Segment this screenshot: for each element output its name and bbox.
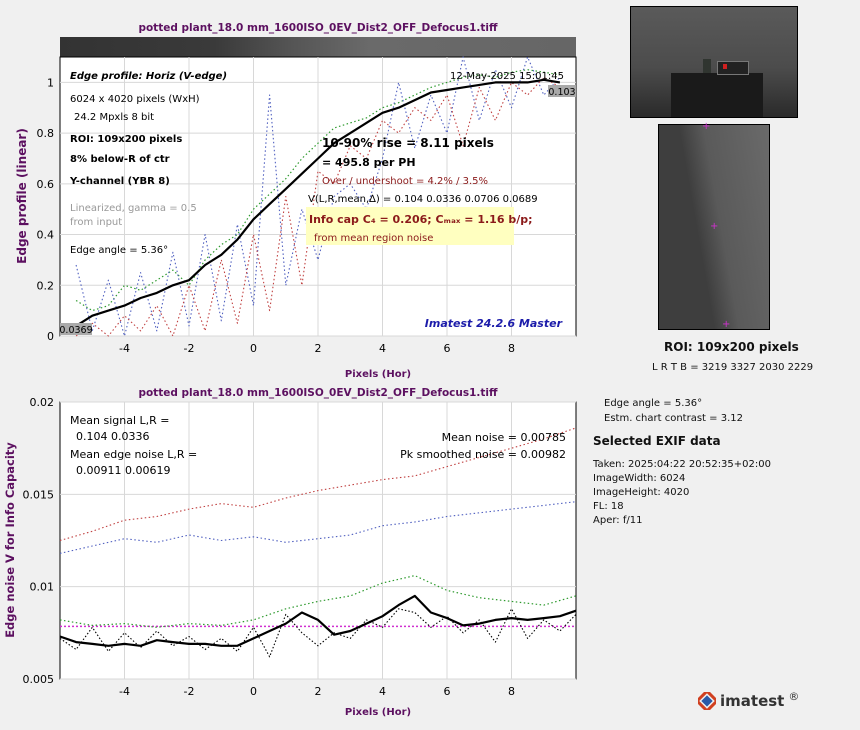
roi-title: ROI: 109x200 pixels bbox=[664, 340, 799, 354]
timestamp-label: 12-May-2025 15:01:45 bbox=[450, 71, 564, 82]
edge-image-strip bbox=[60, 37, 576, 57]
top-y-tick-label: 0.6 bbox=[37, 178, 55, 191]
mean-edge-noise-label: Mean edge noise L,R = bbox=[70, 448, 197, 461]
imatest-logo-text: imatest bbox=[720, 692, 785, 710]
vlr-label: V(L,R,mean,∆) = 0.104 0.0336 0.0706 0.06… bbox=[308, 194, 538, 205]
bottom-x-tick-label: 0 bbox=[250, 685, 257, 698]
top-series-dotted-blue bbox=[75, 56, 561, 337]
top-series-solid-black bbox=[75, 78, 561, 327]
info-capacity-sub: from mean region noise bbox=[314, 233, 433, 244]
thumbnail-chart bbox=[717, 61, 749, 75]
thumbnail-table bbox=[671, 73, 763, 117]
bottom-y-tick-label: 0.015 bbox=[23, 488, 55, 501]
registered-mark: ® bbox=[788, 689, 800, 703]
bottom-series-solid-black bbox=[59, 594, 577, 647]
top-x-tick-label: -2 bbox=[184, 342, 195, 355]
bottom-series-dotted-red bbox=[59, 427, 577, 542]
linearized-label: Linearized, gamma = 0.5 bbox=[70, 203, 197, 214]
high-value-label: 0.103 bbox=[548, 87, 575, 98]
bottom-x-tick-label: 4 bbox=[379, 685, 386, 698]
exif-width: ImageWidth: 6024 bbox=[593, 473, 686, 484]
top-series-dotted-red bbox=[75, 76, 561, 337]
exif-fl: FL: 18 bbox=[593, 501, 624, 512]
bottom-series-dotted-black bbox=[59, 608, 577, 658]
exif-list: Taken: 2025:04:22 20:52:35+02:00 ImageWi… bbox=[593, 458, 771, 528]
top-y-tick-label: 0 bbox=[47, 330, 54, 343]
exif-taken: Taken: 2025:04:22 20:52:35+02:00 bbox=[593, 459, 771, 470]
roi-marker-top: + bbox=[702, 121, 711, 132]
dims-label: 6024 x 4020 pixels (WxH) bbox=[70, 94, 200, 105]
top-y-tick-label: 0.8 bbox=[37, 127, 55, 140]
low-value-box bbox=[60, 323, 92, 335]
top-y-tick-label: 0.2 bbox=[37, 279, 55, 292]
top-x-tick-label: -4 bbox=[119, 342, 130, 355]
imatest-logo-icon bbox=[698, 692, 716, 710]
bottom-series-dotted-blue bbox=[59, 501, 577, 554]
bottom-y-tick-label: 0.005 bbox=[23, 673, 55, 686]
edge-angle: Edge angle = 5.36° bbox=[604, 398, 703, 409]
high-value-box bbox=[548, 85, 576, 97]
roi-coords: L R T B = 3219 3327 2030 2229 bbox=[652, 362, 814, 373]
edge-profile-label: Edge profile: Horiz (V-edge) bbox=[70, 71, 227, 82]
roi-label: ROI: 109x200 pixels bbox=[70, 134, 182, 145]
imatest-logo: imatest ® bbox=[698, 689, 800, 710]
x-axis-label: Pixels (Hor) bbox=[345, 369, 411, 380]
x-axis-label: Pixels (Hor) bbox=[345, 707, 411, 718]
mean-edge-noise-values: 0.00911 0.00619 bbox=[76, 464, 170, 477]
bottom-x-tick-label: 8 bbox=[508, 685, 515, 698]
top-x-tick-label: 2 bbox=[315, 342, 322, 355]
thumbnail-image bbox=[630, 6, 798, 118]
roi-image: + + + bbox=[658, 121, 770, 330]
low-value-label: 0.0369 bbox=[59, 325, 92, 336]
pct-label: 8% below-R of ctr bbox=[70, 154, 170, 165]
chart-title: potted plant_18.0 mm_1600ISO_0EV_Dist2_O… bbox=[138, 22, 498, 34]
thumbnail-red-patch bbox=[723, 64, 727, 69]
top-x-tick-label: 4 bbox=[379, 342, 386, 355]
edge-angle-label: Edge angle = 5.36° bbox=[70, 245, 168, 256]
top-x-tick-label: 0 bbox=[250, 342, 257, 355]
roi-marker-center: + bbox=[710, 221, 719, 232]
chart-contrast: Estm. chart contrast = 3.12 bbox=[604, 413, 743, 424]
exif-height: ImageHeight: 4020 bbox=[593, 487, 690, 498]
top-series-dotted-green bbox=[75, 69, 560, 312]
edge-profile-chart: potted plant_18.0 mm_1600ISO_0EV_Dist2_O… bbox=[15, 22, 577, 380]
top-y-tick-label: 1 bbox=[47, 76, 54, 89]
mean-signal-values: 0.104 0.0336 bbox=[76, 430, 149, 443]
top-x-tick-label: 6 bbox=[444, 342, 451, 355]
overshoot-label: Over / undershoot = 4.2% / 3.5% bbox=[322, 176, 488, 187]
edge-noise-chart: potted plant_18.0 mm_1600ISO_0EV_Dist2_O… bbox=[3, 387, 577, 718]
info-capacity-box bbox=[306, 207, 514, 245]
thumbnail-plant bbox=[703, 59, 711, 73]
bottom-y-tick-label: 0.02 bbox=[30, 396, 55, 409]
exif-title: Selected EXIF data bbox=[593, 434, 721, 448]
bottom-x-tick-label: -4 bbox=[119, 685, 130, 698]
mean-signal-label: Mean signal L,R = bbox=[70, 414, 169, 427]
bottom-x-tick-label: -2 bbox=[184, 685, 195, 698]
roi-marker-bottom: + bbox=[722, 319, 731, 330]
bottom-y-tick-label: 0.01 bbox=[30, 581, 55, 594]
exif-aper: Aper: f/11 bbox=[593, 515, 643, 526]
rise-label: 10-90% rise = 8.11 pixels bbox=[322, 136, 494, 150]
pk-noise-label: Pk smoothed noise = 0.00982 bbox=[400, 448, 566, 461]
mean-noise-label: Mean noise = 0.00785 bbox=[442, 431, 566, 444]
bottom-x-tick-label: 6 bbox=[444, 685, 451, 698]
imatest-version: Imatest 24.2.6 Master bbox=[425, 317, 563, 330]
chart-title: potted plant_18.0 mm_1600ISO_0EV_Dist2_O… bbox=[138, 387, 498, 399]
from-input-label: from input bbox=[70, 217, 122, 228]
info-capacity-label: Info cap C₄ = 0.206; Cₘₐₓ = 1.16 b/p; bbox=[309, 213, 533, 226]
y-axis-label: Edge noise V for Info Capacity bbox=[3, 442, 17, 638]
mpxls-label: 24.2 Mpxls 8 bit bbox=[74, 112, 154, 123]
ychannel-label: Y-channel (YBR 8) bbox=[69, 176, 170, 187]
top-x-tick-label: 8 bbox=[508, 342, 515, 355]
y-axis-label: Edge profile (linear) bbox=[15, 128, 29, 264]
per-ph-label: = 495.8 per PH bbox=[322, 156, 416, 169]
bottom-x-tick-label: 2 bbox=[315, 685, 322, 698]
top-y-tick-label: 0.4 bbox=[37, 229, 55, 242]
